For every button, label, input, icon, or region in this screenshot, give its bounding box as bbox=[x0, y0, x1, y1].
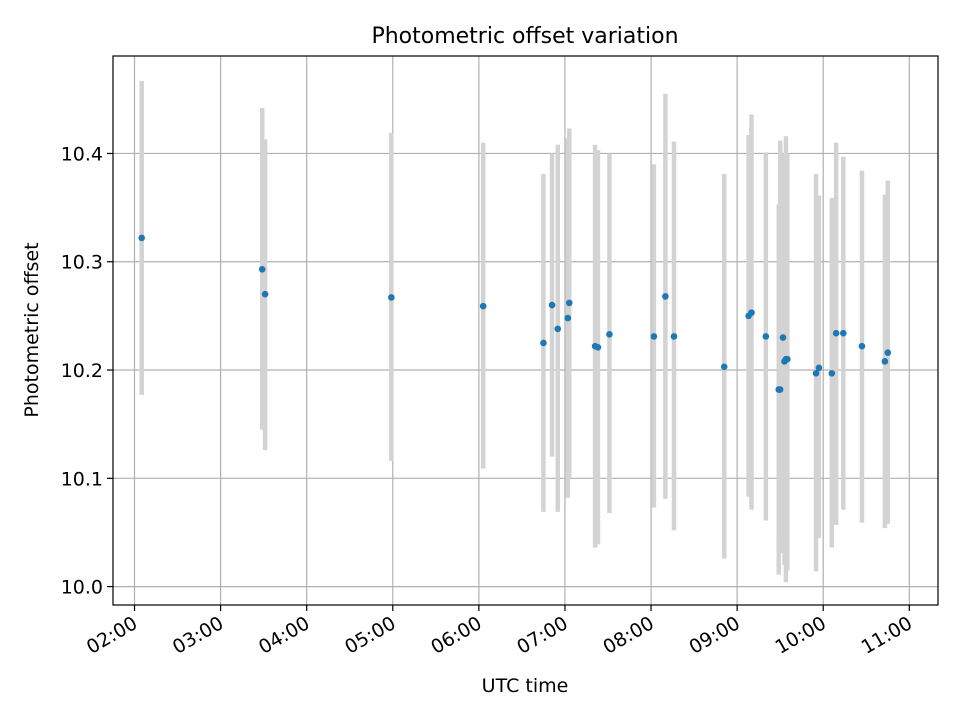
data-point bbox=[388, 294, 395, 301]
y-tick-label: 10.0 bbox=[61, 577, 103, 599]
y-tick-label: 10.3 bbox=[61, 252, 103, 274]
y-axis-label: Photometric offset bbox=[21, 242, 43, 417]
data-point bbox=[554, 325, 562, 333]
data-point bbox=[776, 386, 784, 393]
data-point bbox=[748, 309, 755, 316]
data-points bbox=[138, 234, 892, 393]
data-point bbox=[779, 334, 787, 341]
data-point bbox=[564, 314, 572, 322]
y-axis-ticks: 10.0 10.1 10.2 10.3 10.4 bbox=[61, 143, 113, 599]
data-point bbox=[670, 333, 678, 340]
chart-title: Photometric offset variation bbox=[371, 24, 678, 49]
data-point bbox=[606, 330, 613, 338]
data-point bbox=[720, 363, 728, 371]
data-point bbox=[812, 369, 820, 377]
data-point bbox=[565, 299, 573, 307]
grid bbox=[113, 56, 938, 605]
data-point bbox=[858, 342, 866, 350]
data-point bbox=[258, 266, 266, 273]
data-point bbox=[540, 339, 547, 347]
data-point bbox=[138, 234, 145, 242]
data-point bbox=[261, 290, 269, 298]
data-point bbox=[840, 329, 847, 337]
data-point bbox=[832, 329, 840, 337]
y-tick-label: 10.1 bbox=[61, 468, 103, 490]
data-point bbox=[881, 358, 889, 365]
data-point bbox=[815, 364, 823, 372]
data-point bbox=[650, 333, 658, 340]
plot-area bbox=[113, 56, 938, 605]
x-axis-label: UTC time bbox=[482, 675, 569, 697]
plot-frame bbox=[112, 55, 939, 606]
data-point bbox=[784, 355, 791, 363]
data-point bbox=[884, 349, 892, 356]
data-point bbox=[594, 343, 602, 351]
data-point bbox=[762, 333, 770, 340]
data-point bbox=[662, 293, 669, 300]
data-point bbox=[479, 302, 487, 310]
y-tick-label: 10.4 bbox=[61, 143, 103, 165]
data-point bbox=[548, 301, 556, 309]
y-tick-label: 10.2 bbox=[61, 360, 103, 382]
data-point bbox=[828, 369, 836, 377]
